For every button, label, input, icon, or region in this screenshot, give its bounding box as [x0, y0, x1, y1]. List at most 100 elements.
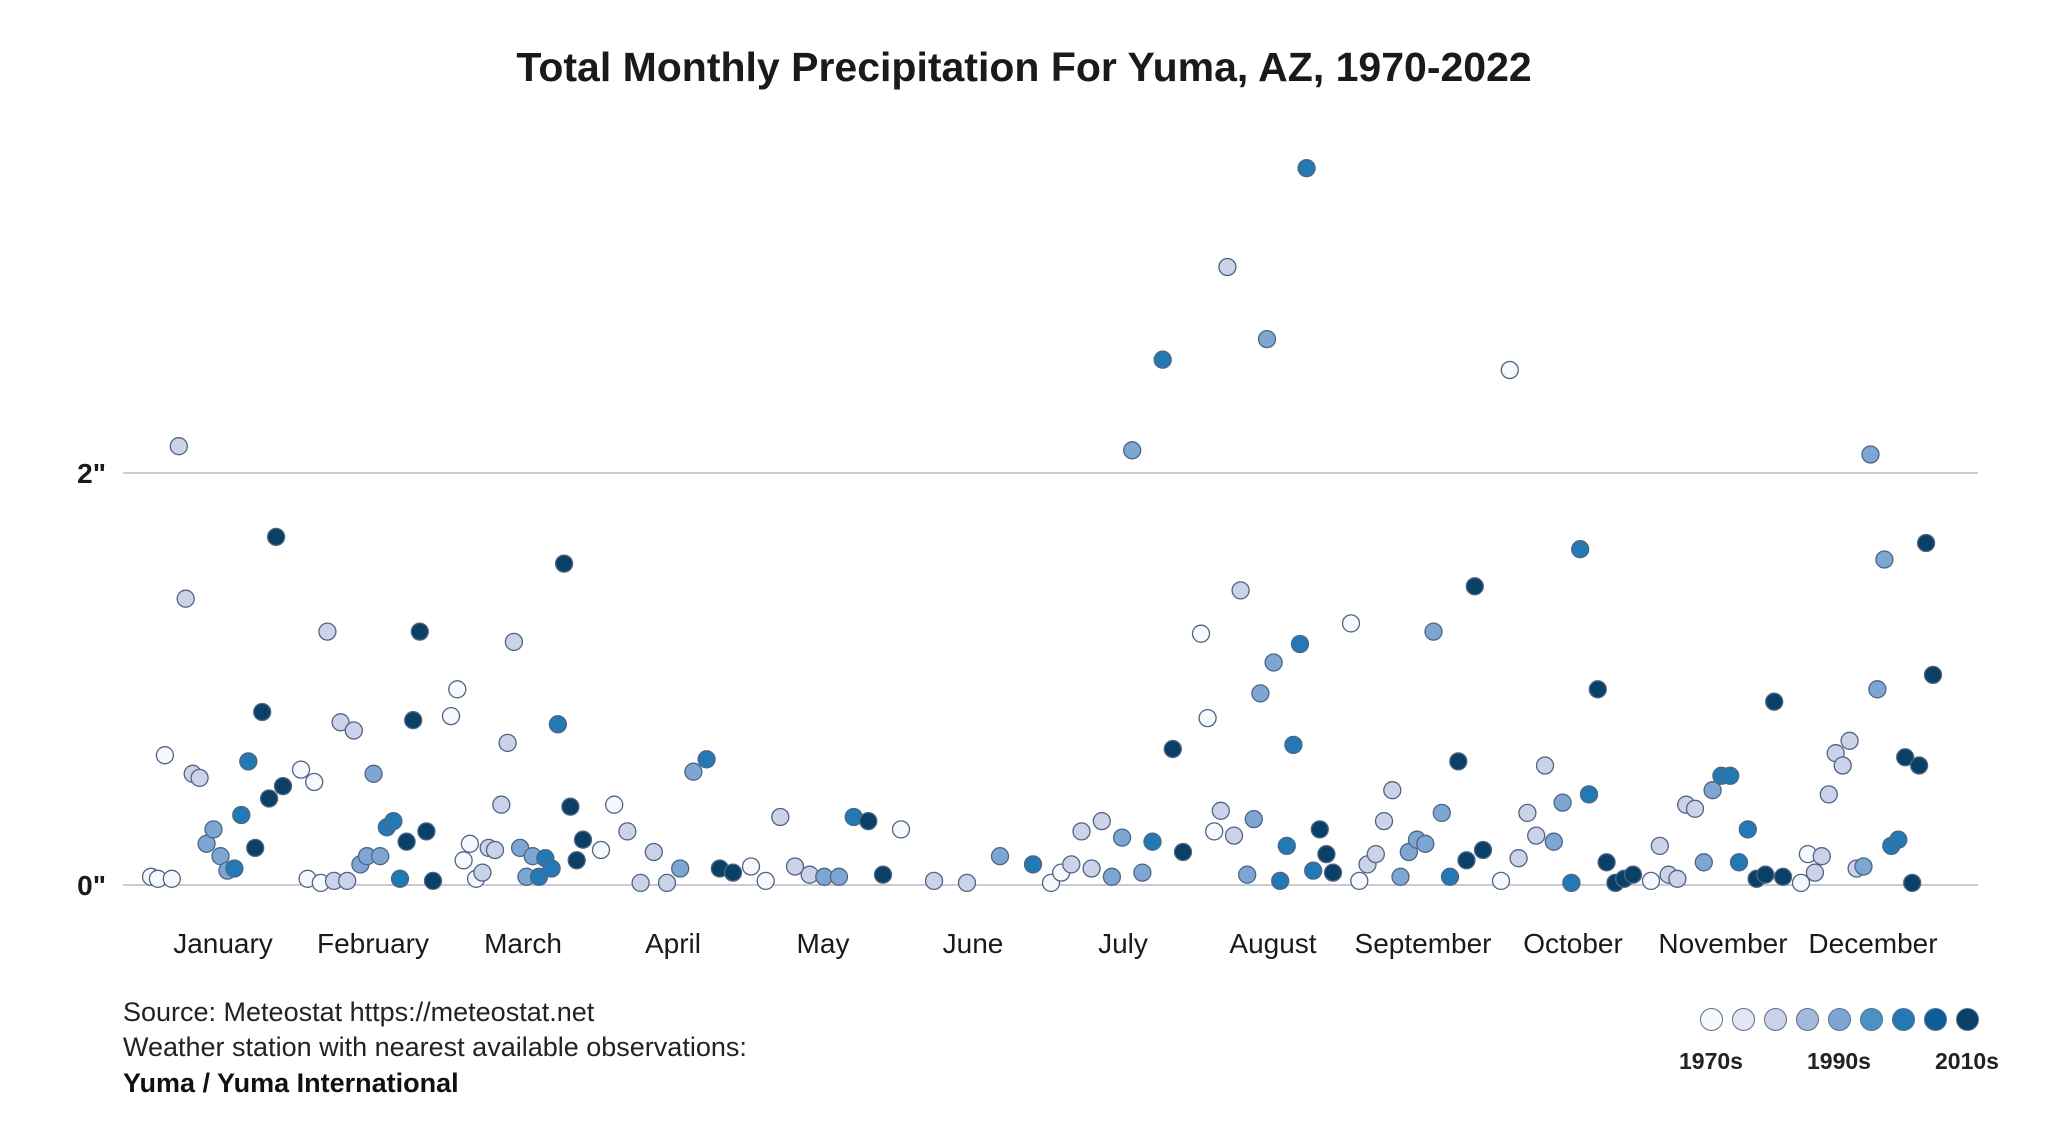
data-point — [291, 760, 311, 779]
data-point — [384, 811, 403, 831]
data-point — [1791, 873, 1811, 893]
data-point — [1297, 158, 1316, 178]
data-point — [1875, 550, 1894, 569]
data-point — [1544, 832, 1563, 851]
x-tick-label: December — [1808, 928, 1937, 959]
data-point — [1284, 735, 1303, 755]
data-point — [529, 867, 549, 886]
decade-legend: 1970s 1990s 2010s — [1679, 1008, 2020, 1088]
data-point — [771, 807, 790, 827]
data-point — [1238, 865, 1257, 884]
data-point — [1072, 822, 1091, 841]
data-point — [859, 811, 878, 831]
data-point — [1588, 680, 1607, 699]
data-point — [1290, 634, 1310, 654]
data-point — [410, 622, 429, 641]
data-point — [1805, 863, 1825, 882]
data-point — [829, 867, 849, 886]
data-point — [225, 859, 244, 878]
month-series — [291, 622, 443, 893]
data-point — [338, 871, 357, 891]
data-point — [1861, 445, 1880, 464]
data-point — [454, 851, 473, 870]
data-point — [1623, 865, 1643, 884]
data-point — [1432, 803, 1451, 823]
data-point — [1244, 809, 1263, 829]
data-point — [1668, 869, 1687, 888]
data-point — [756, 871, 775, 891]
month-series — [891, 820, 1043, 893]
data-point — [1341, 614, 1361, 633]
data-point — [891, 820, 911, 839]
data-point — [397, 832, 416, 851]
data-point — [460, 834, 480, 853]
y-tick-label: 0" — [77, 870, 106, 901]
data-point — [498, 733, 517, 753]
data-point — [162, 869, 181, 888]
data-point — [1224, 826, 1244, 845]
data-point — [1317, 844, 1336, 864]
data-point — [404, 711, 423, 730]
data-point — [1896, 748, 1915, 767]
data-point — [1597, 853, 1616, 872]
data-point — [1143, 832, 1162, 851]
data-point — [1685, 799, 1705, 818]
data-point — [873, 865, 893, 884]
data-point — [957, 873, 977, 893]
data-point — [1923, 665, 1943, 685]
data-point — [510, 838, 530, 858]
x-tick-label: February — [317, 928, 429, 959]
data-point — [273, 776, 293, 796]
data-point — [1721, 766, 1740, 785]
data-point — [1391, 867, 1410, 886]
month-series — [441, 554, 593, 888]
data-point — [990, 847, 1010, 866]
data-point — [371, 847, 390, 866]
data-point — [232, 805, 251, 825]
data-point — [723, 863, 743, 882]
data-point — [1092, 811, 1111, 831]
data-point — [1173, 842, 1193, 862]
data-point — [1112, 828, 1132, 847]
data-point — [473, 863, 492, 882]
month-series — [1341, 577, 1493, 891]
data-point — [1251, 684, 1270, 703]
data-point — [1424, 622, 1443, 641]
data-point — [364, 764, 383, 783]
data-point — [1535, 756, 1555, 775]
data-point — [697, 750, 716, 769]
data-point — [1553, 793, 1572, 812]
data-point — [504, 632, 524, 652]
data-point — [554, 554, 574, 573]
data-point — [423, 871, 443, 891]
data-point — [1304, 861, 1323, 880]
data-point — [344, 721, 363, 740]
y-tick-label: 2" — [77, 458, 106, 489]
data-point — [448, 680, 467, 699]
data-point — [259, 789, 279, 808]
data-point — [1756, 865, 1775, 884]
data-point — [1191, 624, 1211, 643]
month-series — [591, 750, 743, 893]
data-point — [591, 840, 611, 860]
legend-swatch — [1764, 1008, 1787, 1031]
data-point — [1500, 360, 1519, 380]
data-point — [1082, 859, 1101, 878]
data-point — [1491, 871, 1511, 891]
x-tick-label: October — [1523, 928, 1623, 959]
data-point — [204, 820, 223, 839]
data-point — [1465, 577, 1484, 596]
data-point — [1812, 847, 1831, 866]
legend-swatch — [1732, 1008, 1755, 1031]
x-tick-label: June — [943, 928, 1004, 959]
data-point — [169, 437, 188, 456]
data-point — [1350, 871, 1369, 891]
data-point — [1833, 756, 1852, 775]
chart-title: Total Monthly Precipitation For Yuma, AZ… — [516, 44, 1532, 90]
data-point — [1840, 731, 1859, 750]
x-tick-label: July — [1098, 928, 1148, 959]
data-point — [485, 840, 505, 860]
data-point — [1903, 873, 1922, 893]
data-point — [190, 768, 209, 788]
data-point — [176, 589, 195, 608]
